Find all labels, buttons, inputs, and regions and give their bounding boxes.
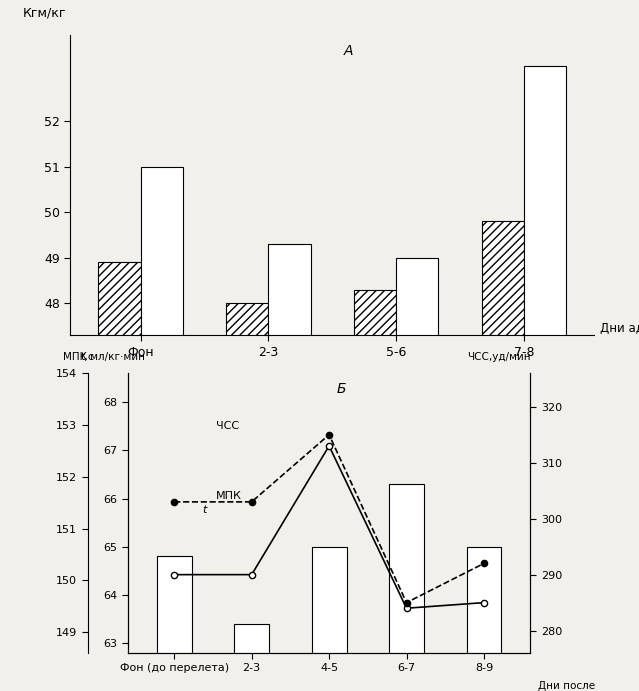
Bar <box>524 66 566 691</box>
Bar <box>482 221 524 691</box>
Bar <box>226 303 268 691</box>
Text: МПК мл/кг·мин: МПК мл/кг·мин <box>63 352 146 362</box>
Text: ЧСС: ЧСС <box>217 421 240 431</box>
Bar <box>396 258 438 691</box>
Bar <box>354 290 396 691</box>
Bar <box>389 484 424 691</box>
Bar <box>157 556 192 691</box>
Text: Кгм/кг: Кгм/кг <box>23 6 66 19</box>
Bar <box>268 244 311 691</box>
Text: ЧСС,уд/мин: ЧСС,уд/мин <box>466 352 530 362</box>
Bar <box>98 263 141 691</box>
Text: Дни после
перелета: Дни после перелета <box>539 681 596 691</box>
Text: Б: Б <box>336 381 346 395</box>
Text: Дни адаптации: Дни адаптации <box>599 322 639 335</box>
Bar <box>235 624 269 691</box>
Bar <box>312 547 346 691</box>
Bar <box>141 167 183 691</box>
Text: МПК: МПК <box>217 491 242 501</box>
Text: t: t <box>203 505 206 515</box>
Text: t,c: t,c <box>81 352 95 362</box>
Text: А: А <box>343 44 353 57</box>
Bar <box>466 547 502 691</box>
